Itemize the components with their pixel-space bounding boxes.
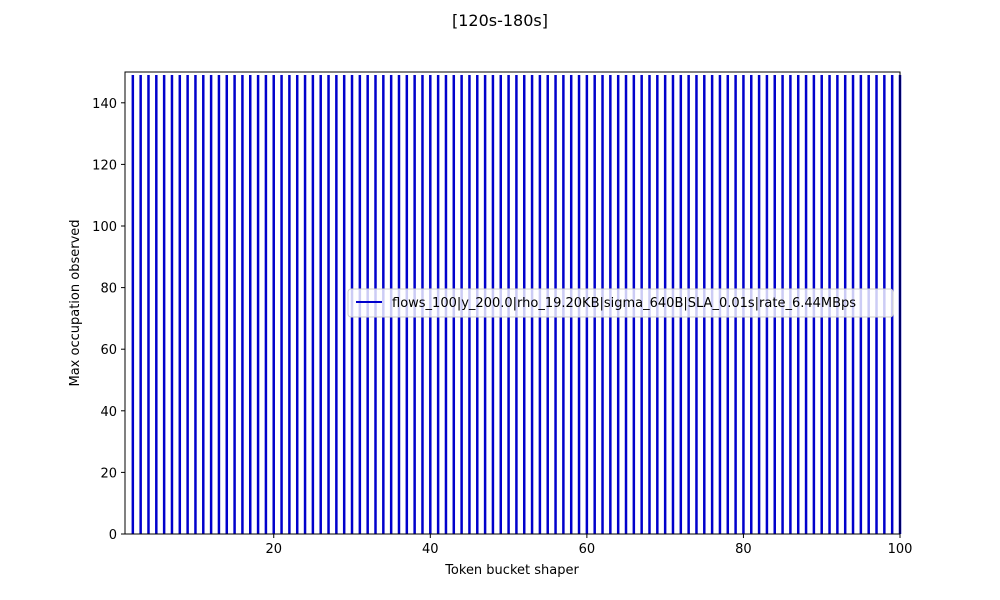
x-axis-label: Token bucket shaper — [444, 563, 579, 578]
x-tick-label: 60 — [579, 542, 596, 557]
x-axis: 20 40 60 80 100 — [265, 534, 912, 557]
y-tick-label: 0 — [109, 528, 117, 543]
x-tick-label: 100 — [888, 542, 913, 557]
x-tick-label: 20 — [265, 542, 282, 557]
y-tick-label: 80 — [100, 282, 117, 297]
y-axis-label: Max occupation observed — [68, 219, 83, 386]
y-axis: 0 20 40 60 80 100 120 140 — [92, 97, 125, 543]
y-tick-label: 20 — [100, 466, 117, 481]
y-tick-label: 140 — [92, 97, 117, 112]
legend: flows_100|y_200.0|rho_19.20KB|sigma_640B… — [347, 288, 894, 318]
legend-entry-label: flows_100|y_200.0|rho_19.20KB|sigma_640B… — [392, 296, 856, 311]
x-tick-label: 80 — [735, 542, 752, 557]
plot-frame — [124, 71, 901, 535]
legend-box — [347, 288, 894, 318]
y-tick-label: 60 — [100, 343, 117, 358]
chart-title: [120s-180s] — [452, 11, 548, 30]
y-tick-label: 40 — [100, 405, 117, 420]
y-tick-label: 120 — [92, 158, 117, 173]
x-tick-label: 40 — [422, 542, 439, 557]
y-tick-label: 100 — [92, 220, 117, 235]
